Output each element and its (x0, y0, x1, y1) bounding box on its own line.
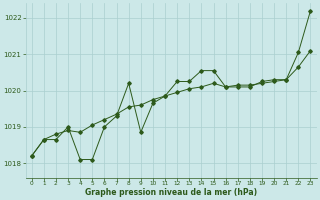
X-axis label: Graphe pression niveau de la mer (hPa): Graphe pression niveau de la mer (hPa) (85, 188, 257, 197)
